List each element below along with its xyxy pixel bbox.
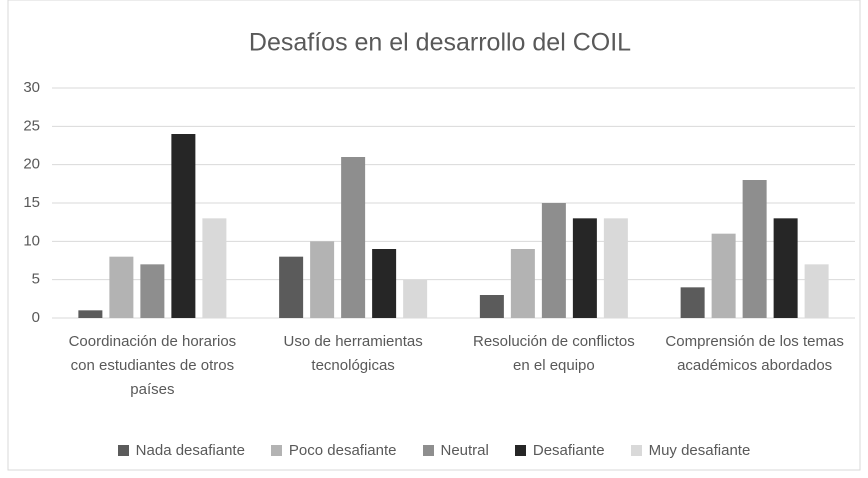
bar [804, 264, 829, 318]
legend-item: Muy desafiante [630, 442, 751, 459]
legend-label: Nada desafiante [135, 442, 245, 459]
legend-label: Neutral [440, 442, 489, 459]
bar [310, 241, 335, 318]
bar [510, 249, 535, 318]
bar [742, 180, 767, 318]
legend-item: Neutral [422, 442, 489, 459]
bar [541, 203, 566, 318]
bar [680, 287, 705, 318]
bar [140, 264, 165, 318]
bar [341, 157, 366, 318]
legend-item: Nada desafiante [117, 442, 245, 459]
bar [403, 279, 428, 318]
legend-swatch [270, 445, 282, 456]
legend-swatch [514, 445, 526, 456]
bar [171, 134, 196, 318]
y-tick-label: 20 [23, 156, 40, 173]
legend-label: Poco desafiante [288, 442, 397, 459]
legend-item: Desafiante [514, 442, 605, 459]
y-tick-label: 10 [23, 232, 40, 249]
legend-label: Desafiante [532, 442, 605, 459]
y-tick-label: 5 [32, 271, 40, 288]
bar [78, 310, 103, 318]
y-tick-label: 0 [32, 309, 40, 326]
legend: Nada desafiante Poco desafiante Neutral Des… [0, 442, 868, 459]
legend-swatch [630, 445, 642, 456]
legend-label: Muy desafiante [648, 442, 751, 459]
bar [109, 256, 134, 318]
bar [773, 218, 798, 318]
bar [279, 256, 304, 318]
legend-swatch [422, 445, 434, 456]
bar [603, 218, 628, 318]
x-tick-label: Uso de herramientas tecnológicas [283, 333, 423, 374]
y-tick-label: 25 [23, 117, 40, 134]
x-tick-label: Resolución de conflictos en el equipo [472, 333, 635, 374]
bar [479, 295, 504, 318]
bar [372, 249, 397, 318]
x-tick-label: Comprensión de los temas académicos abor… [665, 333, 844, 374]
bar [202, 218, 227, 318]
chart-title: Desafíos en el desarrollo del COIL [249, 29, 631, 57]
y-tick-label: 15 [23, 194, 40, 211]
bar [572, 218, 597, 318]
legend-swatch [117, 445, 129, 456]
chart-frame [7, 0, 861, 471]
x-tick-label: Coordinación de horarios con estudiantes… [68, 333, 237, 398]
y-tick-label: 30 [23, 79, 40, 96]
legend-item: Poco desafiante [270, 442, 397, 459]
bar [711, 233, 736, 318]
